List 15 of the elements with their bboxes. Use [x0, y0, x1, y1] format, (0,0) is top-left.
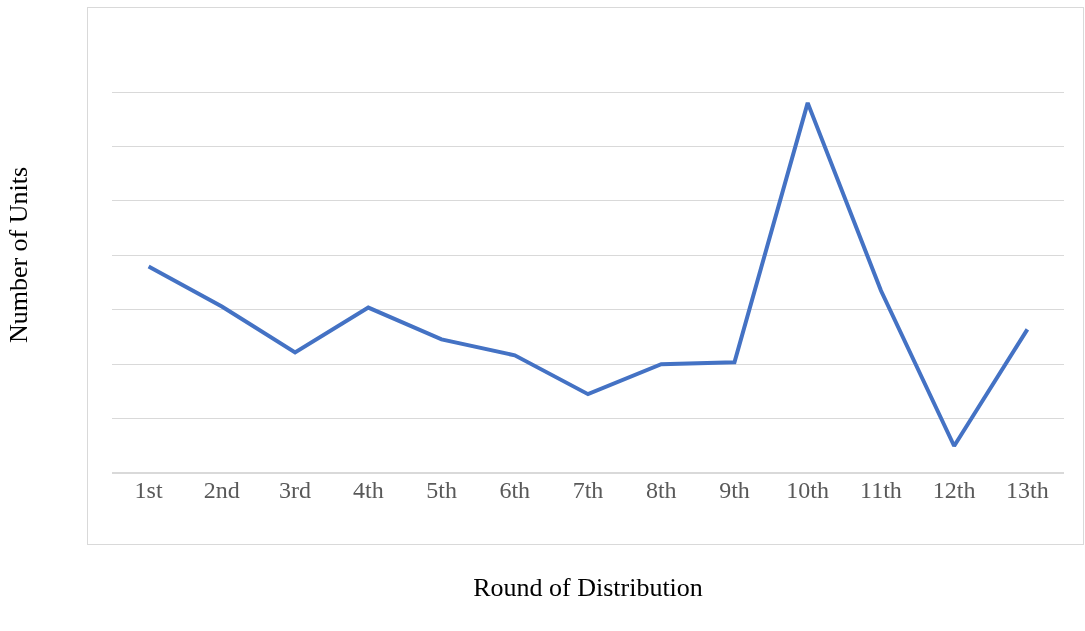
x-tick-label: 13th: [1006, 477, 1049, 503]
x-tick-label: 5th: [426, 477, 457, 503]
x-tick-label: 11th: [860, 477, 902, 503]
y-axis-title: Number of Units: [4, 166, 34, 344]
x-tick-label: 3rd: [279, 477, 312, 503]
x-tick-label: 4th: [352, 477, 384, 503]
x-tick-label: 6th: [499, 477, 531, 503]
x-tick-label: 1st: [134, 477, 163, 503]
x-tick-label: 12th: [932, 477, 976, 503]
x-tick-label: 9th: [719, 477, 750, 503]
x-axis-title: Round of Distribution: [473, 572, 703, 602]
x-tick-label: 8th: [645, 477, 677, 503]
x-tick-label: 10th: [786, 477, 830, 503]
x-tick-label: 7th: [572, 477, 604, 503]
x-tick-label: 2nd: [203, 477, 240, 503]
